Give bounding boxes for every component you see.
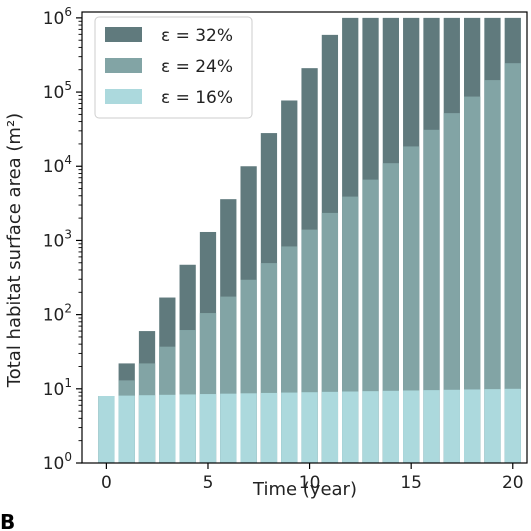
bar-series2-x14	[382, 163, 399, 463]
bar-series3-x19	[484, 389, 501, 463]
bar-series3-x12	[342, 391, 359, 463]
x-tick-label: 20	[502, 473, 524, 493]
bar-series3-x11	[321, 391, 339, 463]
bar-series3-x1	[118, 395, 135, 463]
y-tick-label: 102	[43, 302, 72, 326]
plot-frame	[81, 11, 528, 464]
y-tick-label: 100	[43, 450, 72, 474]
bar-series3-x10	[301, 392, 318, 463]
legend-swatch-series2	[105, 58, 142, 73]
x-axis-label: Time (year)	[252, 479, 357, 500]
bar-series2-x17	[443, 113, 460, 463]
bar-series2-x20	[504, 63, 521, 463]
legend-swatch-series1	[105, 27, 142, 42]
legend-label-series3: ε = 16%	[161, 88, 233, 108]
y-tick-label: 101	[43, 376, 72, 400]
legend-label-series1: ε = 32%	[161, 26, 233, 46]
bar-series3-x15	[403, 390, 420, 463]
bar-series3-x13	[362, 391, 379, 463]
y-tick-label: 105	[43, 79, 72, 103]
bar-series3-x7	[240, 393, 257, 463]
legend-swatch-series3	[105, 89, 142, 104]
bar-series3-x18	[464, 389, 481, 463]
y-tick-label: 106	[43, 5, 72, 29]
bar-series3-x8	[260, 392, 278, 463]
y-tick-label: 104	[43, 153, 72, 177]
bar-series2-x15	[403, 146, 420, 463]
y-tick-label: 103	[43, 227, 72, 251]
bar-series3-x0	[98, 396, 115, 463]
bar-series3-x14	[382, 390, 399, 463]
panel-label: B	[0, 510, 15, 531]
x-tick-label: 10	[299, 473, 321, 493]
x-tick-label: 15	[400, 473, 422, 493]
y-axis-ticks: 100 101 102 103 104 105 106	[43, 5, 82, 474]
bar-series3-x16	[423, 390, 440, 463]
bar-series3-x4	[179, 394, 196, 463]
bar-series3-x2	[138, 395, 156, 463]
legend: ε = 32% ε = 24% ε = 16%	[94, 16, 253, 119]
bar-series2-x19	[484, 80, 501, 463]
axes-frame	[81, 11, 528, 464]
bar-series3-x6	[220, 393, 237, 463]
x-tick-label: 0	[101, 473, 112, 493]
x-tick-label: 5	[203, 473, 214, 493]
y-axis-label: Total habitat surface area (m²)	[4, 113, 25, 388]
bar-series2-x16	[423, 129, 440, 464]
bar-series3-x20	[504, 388, 521, 463]
bar-series3-x17	[443, 389, 460, 463]
legend-label-series2: ε = 24%	[161, 57, 233, 77]
bar-series2-x18	[464, 96, 481, 464]
x-axis-ticks: 0 5 10 15 20	[101, 463, 524, 493]
bar-series3-x3	[159, 394, 176, 463]
bar-series3-x9	[281, 392, 298, 463]
bar-series3-x5	[199, 394, 217, 463]
bars-group	[98, 17, 521, 464]
